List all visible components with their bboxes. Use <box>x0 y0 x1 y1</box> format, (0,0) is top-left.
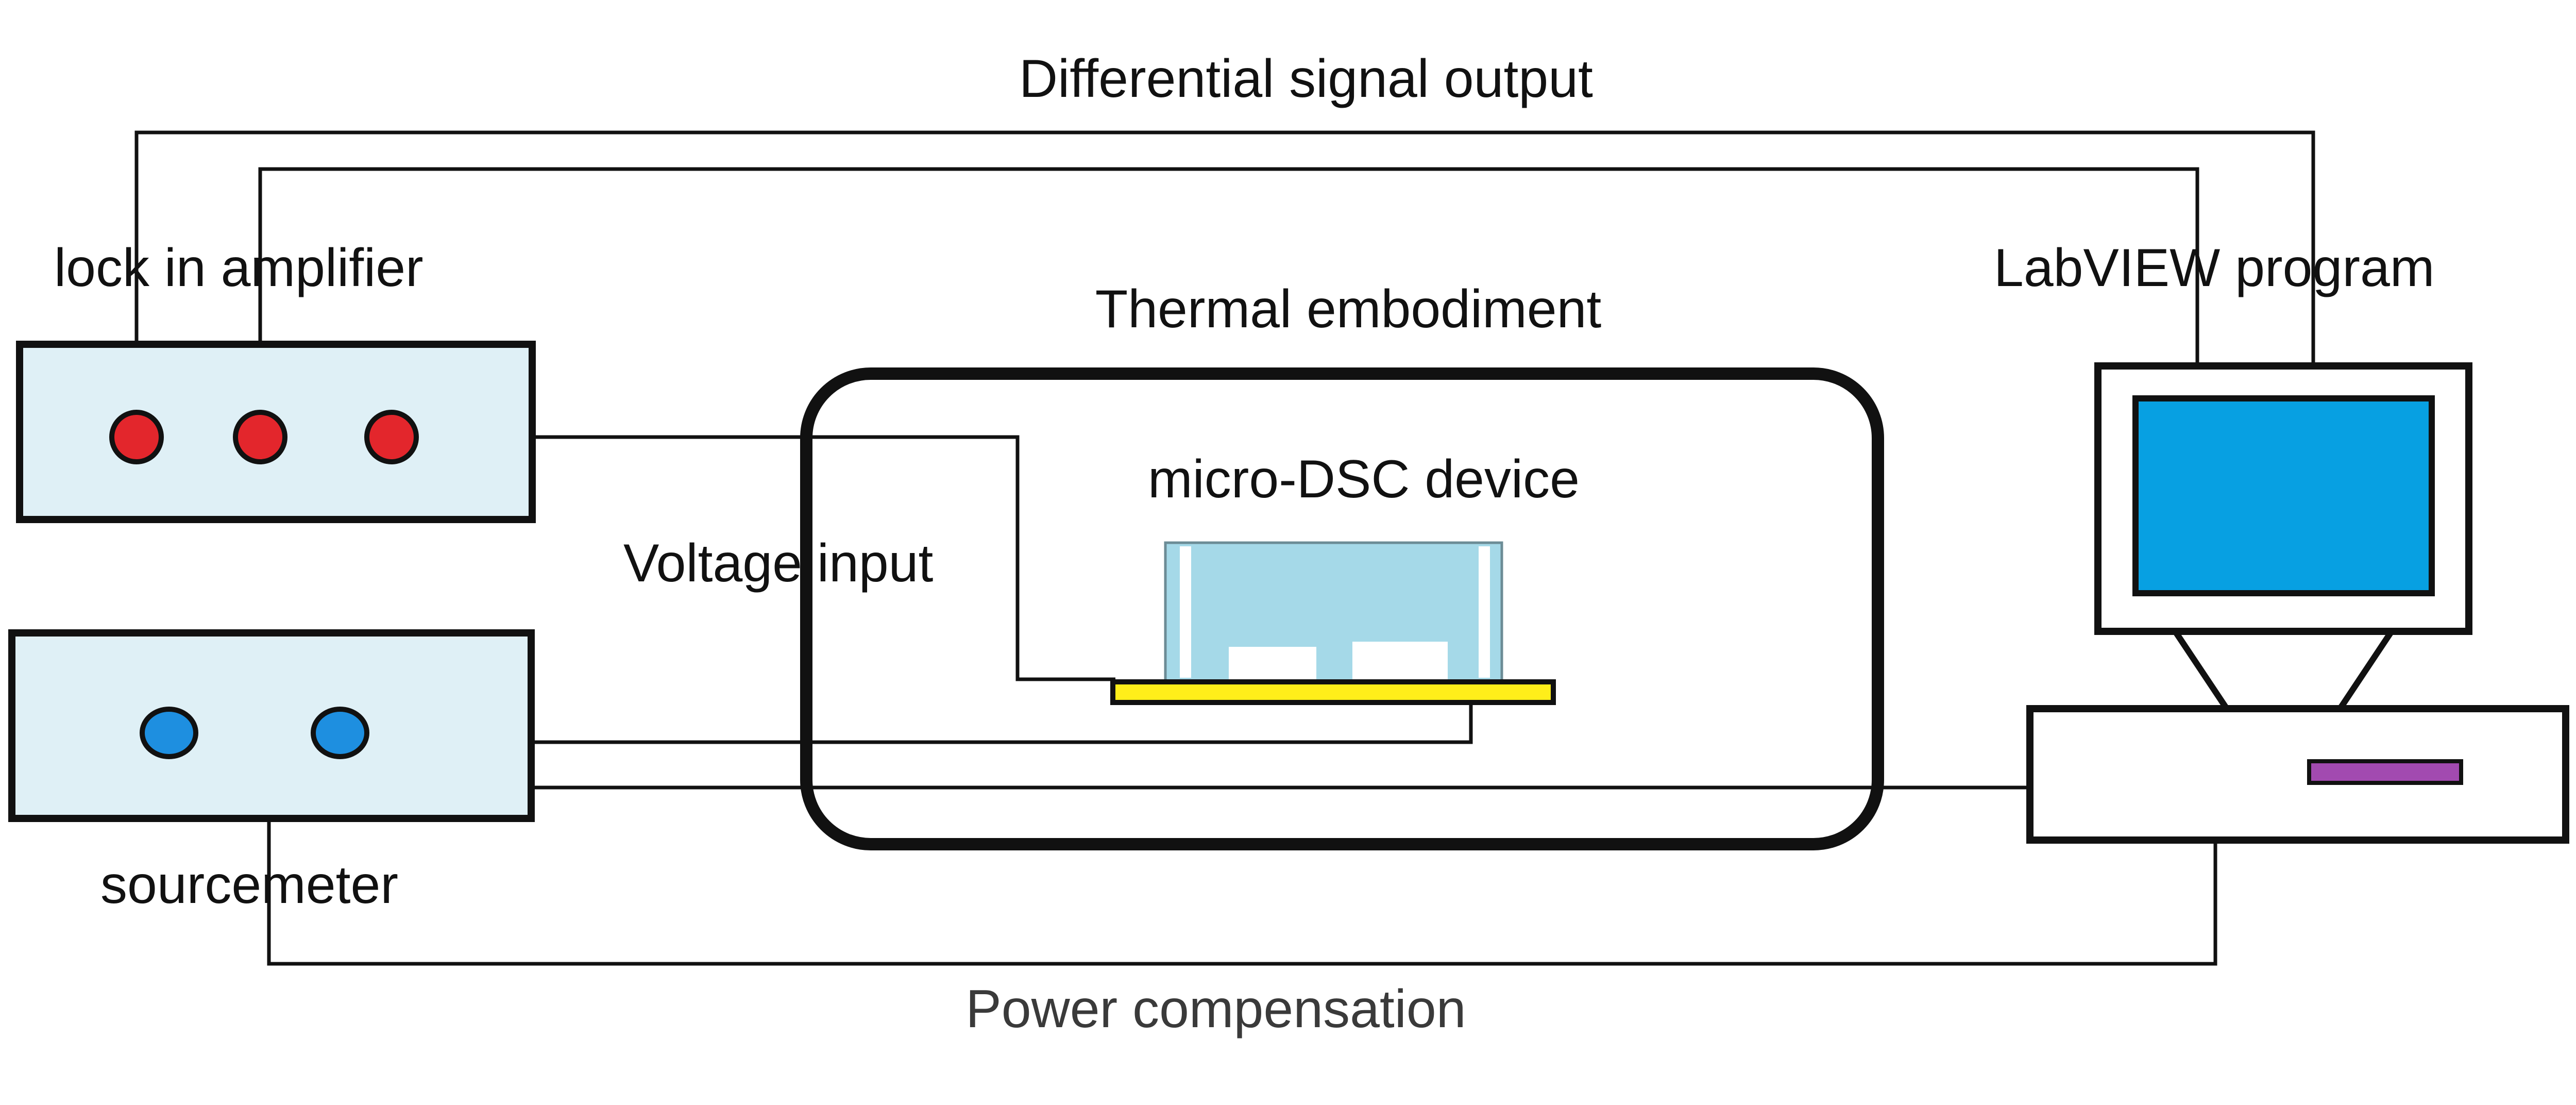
device-highlight-left <box>1180 546 1191 678</box>
sourcemeter <box>8 629 535 822</box>
label-power-compensation: Power compensation <box>965 979 1466 1039</box>
label-labview-program: LabVIEW program <box>1994 238 2434 298</box>
device-body <box>1164 541 1503 683</box>
device-highlight-right <box>1479 546 1490 678</box>
device-pad-right <box>1352 642 1448 682</box>
lock-in-amplifier <box>16 341 536 523</box>
lock-in-terminal-3 <box>364 410 419 464</box>
wire-differential-inner <box>258 167 2199 433</box>
sourcemeter-panel <box>8 629 535 822</box>
label-differential-signal-output: Differential signal output <box>1019 49 1593 109</box>
lock-in-amplifier-panel <box>16 341 536 523</box>
device-substrate <box>1110 679 1556 705</box>
lock-in-terminal-2 <box>233 410 287 464</box>
sourcemeter-terminal-1 <box>140 707 198 759</box>
thermal-embodiment-enclosure <box>800 367 1884 850</box>
monitor-screen <box>2132 395 2435 596</box>
computer <box>2026 362 2569 844</box>
wire-voltage-input <box>392 435 1115 681</box>
label-sourcemeter: sourcemeter <box>100 855 398 915</box>
wire-power-compensation <box>267 818 2217 966</box>
wire-sourcemeter-heater <box>344 691 1473 744</box>
drive-slot <box>2307 759 2463 785</box>
wire-differential-outer <box>134 130 2315 433</box>
monitor-stand-left <box>2173 629 2229 711</box>
monitor-stand-right <box>2337 629 2394 711</box>
label-thermal-embodiment: Thermal embodiment <box>1095 279 1602 339</box>
lock-in-terminal-1 <box>109 410 164 464</box>
label-voltage-input: Voltage input <box>623 533 934 593</box>
label-micro-dsc-device: micro-DSC device <box>1148 449 1580 509</box>
device-pad-left <box>1229 647 1316 682</box>
label-lock-in-amplifier: lock in amplifier <box>54 238 423 298</box>
micro-dsc-device <box>1110 541 1556 705</box>
labels: Differential signal output lock in ampli… <box>54 49 2434 1039</box>
computer-base <box>2026 705 2569 844</box>
sourcemeter-terminal-2 <box>311 707 369 759</box>
